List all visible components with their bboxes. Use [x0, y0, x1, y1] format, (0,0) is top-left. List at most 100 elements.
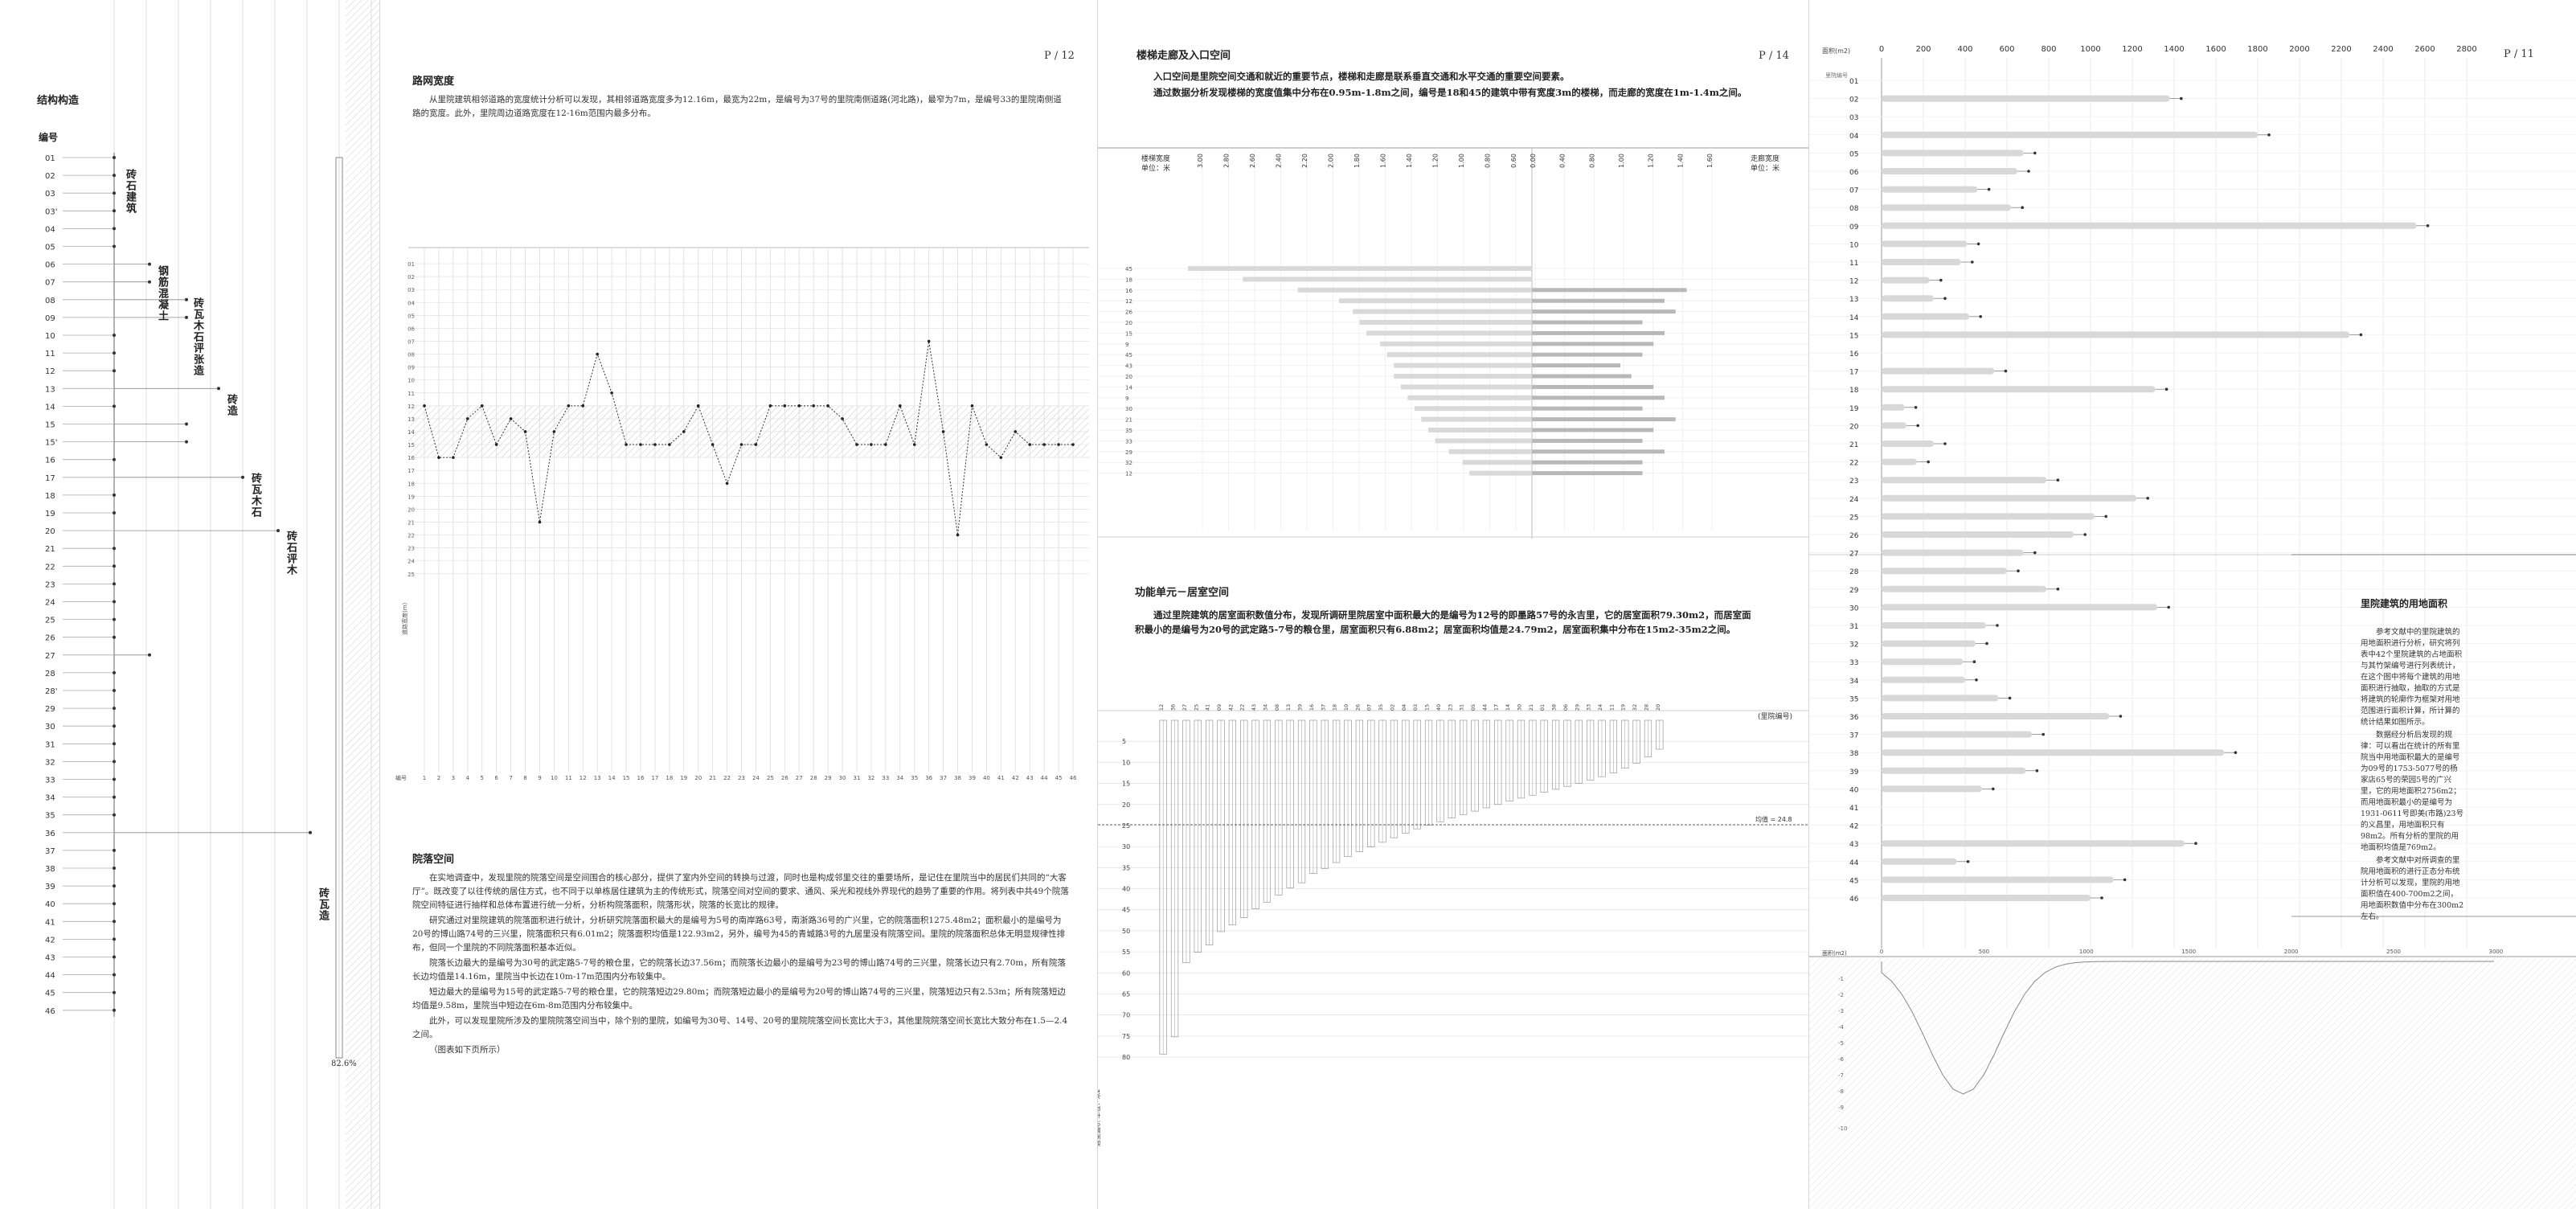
living-y-tick: 75 [1122, 1033, 1130, 1040]
land-x-tick: 600 [1999, 45, 2014, 54]
road-width-point [927, 339, 931, 343]
living-y-tick: 15 [1122, 781, 1130, 788]
x-tick-label: 33 [882, 775, 889, 781]
living-y-tick: 5 [1122, 738, 1126, 745]
stair-width-bar [1407, 395, 1532, 400]
road-width-point [725, 482, 729, 486]
land-bottom-unit: 面积(m2) [1822, 949, 1847, 957]
corridor-width-bar [1532, 309, 1676, 314]
stair-left-tick: 1.00 [1458, 154, 1465, 168]
stair-row-id: 21 [1125, 417, 1132, 424]
road-width-point [754, 443, 758, 446]
road-width-chart: 0102030405060708091011121314151617181920… [395, 247, 1089, 781]
structure-node [185, 297, 188, 301]
corridor-width-bar [1532, 342, 1654, 346]
structure-id-label: 43 [45, 954, 55, 963]
stair-row-id: 26 [1125, 309, 1132, 316]
land-row-id: 04 [1849, 133, 1859, 141]
structure-node [113, 511, 116, 514]
x-tick-label: 21 [709, 775, 716, 781]
stair-width-bar [1353, 309, 1532, 314]
x-tick-label: 8 [523, 775, 526, 781]
stair-right-tick: 1.60 [1706, 154, 1714, 168]
y-tick-label: 19 [407, 494, 415, 500]
living-area-chart: (里院编号) 5 10 15 20 25 30 35 40 45 50 55 60 65 70 75 80 12 3… [1098, 704, 1808, 1146]
x-tick-label: 43 [1026, 775, 1034, 781]
stair-left-tick: 2.60 [1249, 154, 1256, 168]
road-width-point [437, 456, 440, 459]
structure-id-label: 16 [45, 457, 55, 465]
living-x-tick: 21 [1528, 704, 1534, 711]
structure-id-label: 42 [45, 936, 55, 945]
land-paragraph-3: 参考文献中对所调查的里院用地面积的进行正态分布统计分析可以发现，里院的用地面积值… [2361, 856, 2464, 921]
y-tick-label: 03 [407, 287, 415, 293]
road-width-point [999, 456, 1003, 459]
land-bottom-tick: 2000 [2284, 949, 2299, 955]
land-x-tick: 2000 [2289, 45, 2309, 54]
corridor-width-bar [1532, 352, 1643, 357]
land-row-id: 45 [1849, 877, 1858, 885]
structure-node [113, 617, 116, 621]
x-tick-label: 13 [594, 775, 601, 781]
living-y-tick: 80 [1122, 1054, 1130, 1061]
structure-node [113, 867, 116, 870]
stair-row-id: 18 [1125, 277, 1132, 283]
land-row-id: 34 [1849, 678, 1859, 686]
structure-node [217, 387, 220, 391]
road-width-point [739, 443, 743, 446]
structure-title: 结构构造 [37, 95, 80, 107]
corridor-width-bar [1532, 384, 1654, 389]
x-tick-label: 12 [579, 775, 587, 781]
living-x-tick: 02 [1389, 704, 1395, 711]
road-width-point [523, 430, 527, 433]
structure-id-label: 23 [45, 580, 55, 589]
land-area-bar [1882, 858, 1957, 865]
road-width-point [870, 443, 873, 446]
land-row-id: 39 [1849, 768, 1859, 777]
x-tick-label: 27 [796, 775, 803, 781]
land-row-id: 03 [1849, 114, 1858, 122]
land-area-dot [1943, 442, 1947, 445]
stair-width-bar [1366, 330, 1532, 336]
x-tick-label: 19 [680, 775, 687, 781]
living-x-tick: 32 [1632, 704, 1638, 711]
y-tick-label: 09 [407, 365, 415, 371]
land-area-bar [1882, 695, 1999, 702]
stair-living-panel: P / 14 楼梯走廊及入口空间 入口空间是里院空间交通和就近的重要节点，楼梯和… [1098, 0, 1808, 1209]
x-tick-label: 24 [752, 775, 760, 781]
structure-node [113, 937, 116, 941]
structure-id-label: 08 [45, 297, 55, 305]
land-area-bar [1882, 840, 2185, 847]
corridor-width-bar [1532, 406, 1643, 411]
stair-width-bar [1394, 374, 1532, 379]
structure-node [113, 156, 116, 159]
structure-id-label: 07 [45, 279, 55, 288]
land-area-bar [1882, 259, 1961, 265]
structure-node [113, 795, 116, 799]
structure-node [113, 351, 116, 355]
stair-left-tick: 2.00 [1328, 154, 1335, 168]
living-x-tick: 42 [1227, 704, 1234, 711]
land-area-bar [1882, 494, 2137, 502]
land-area-dot [2194, 842, 2197, 845]
land-x-tick: 0 [1879, 45, 1884, 54]
land-row-id: 43 [1849, 841, 1858, 849]
stair-left-tick: 1.20 [1432, 154, 1440, 168]
road-width-point [625, 443, 628, 446]
land-row-id: 40 [1849, 786, 1859, 794]
land-row-id: 25 [1849, 514, 1858, 522]
structure-id-label: 29 [45, 705, 55, 714]
x-axis-label: 编号 [395, 774, 407, 781]
land-area-bar [1882, 622, 1986, 629]
land-area-bar [1882, 585, 2047, 592]
structure-id-label: 46 [45, 1007, 55, 1016]
land-x-tick: 2200 [2331, 45, 2351, 54]
land-row-id: 30 [1849, 604, 1859, 613]
court-paragraph-5: 此外，可以发现里院所涉及的里院院落空间当中，除个别的里院，如编号为30号、14号… [412, 1016, 1068, 1039]
structure-id-label: 20 [45, 527, 55, 536]
living-x-tick: 09 [1216, 704, 1222, 711]
stair-left-tick: 2.40 [1276, 154, 1283, 168]
road-width-point [452, 456, 455, 459]
court-note: （图表如下页所示） [429, 1045, 506, 1055]
x-tick-label: 31 [854, 775, 861, 781]
